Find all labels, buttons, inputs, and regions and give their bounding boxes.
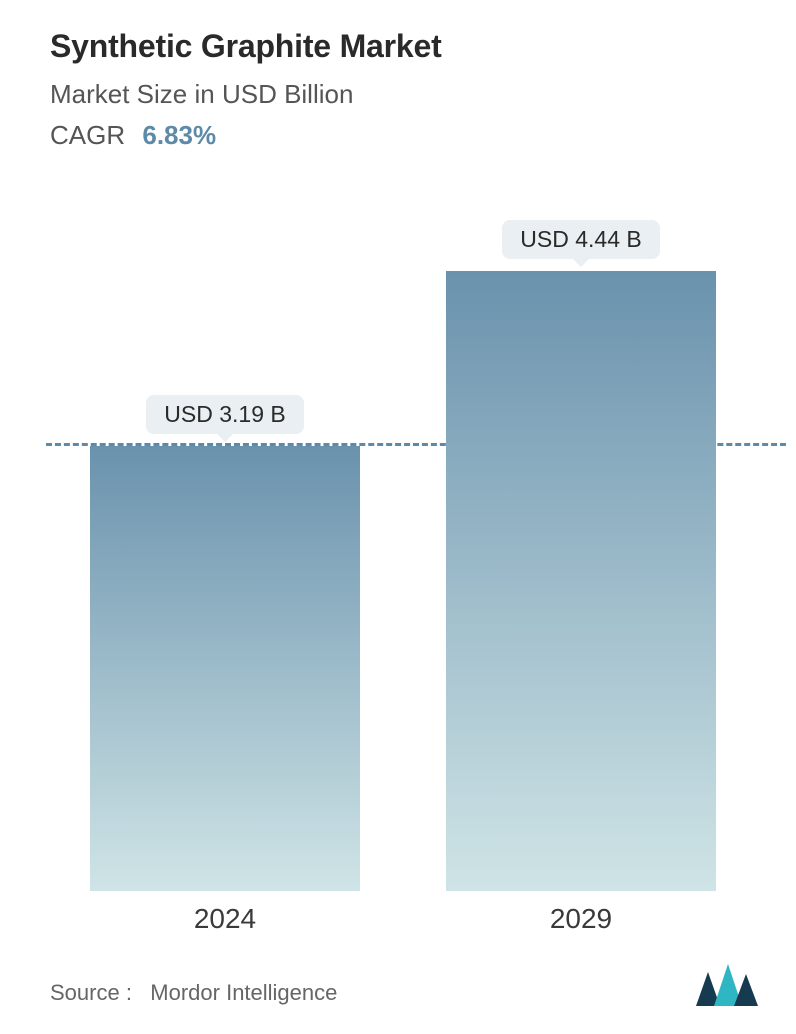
value-pill: USD 3.19 B (146, 395, 303, 434)
source-name: Mordor Intelligence (150, 980, 337, 1005)
bar-group: USD 3.19 B USD 4.44 B (90, 211, 716, 891)
chart-subtitle: Market Size in USD Billion (50, 79, 760, 110)
cagr-row: CAGR 6.83% (50, 120, 760, 151)
chart-area: USD 3.19 B USD 4.44 B (46, 211, 766, 891)
x-axis-labels: 2024 2029 (90, 903, 760, 935)
logo-shape-3 (734, 974, 758, 1006)
bar (446, 271, 716, 891)
value-pill: USD 4.44 B (502, 220, 659, 259)
brand-logo-icon (696, 962, 760, 1006)
cagr-value: 6.83% (142, 120, 216, 150)
footer: Source : Mordor Intelligence (50, 962, 760, 1006)
x-label: 2024 (90, 903, 360, 935)
bar-wrap-0: USD 3.19 B (90, 395, 360, 891)
bar-wrap-1: USD 4.44 B (446, 220, 716, 891)
chart-title: Synthetic Graphite Market (50, 28, 760, 65)
cagr-label: CAGR (50, 120, 125, 150)
source-text: Source : Mordor Intelligence (50, 980, 337, 1006)
bar (90, 446, 360, 891)
x-label: 2029 (446, 903, 716, 935)
source-label: Source : (50, 980, 132, 1005)
